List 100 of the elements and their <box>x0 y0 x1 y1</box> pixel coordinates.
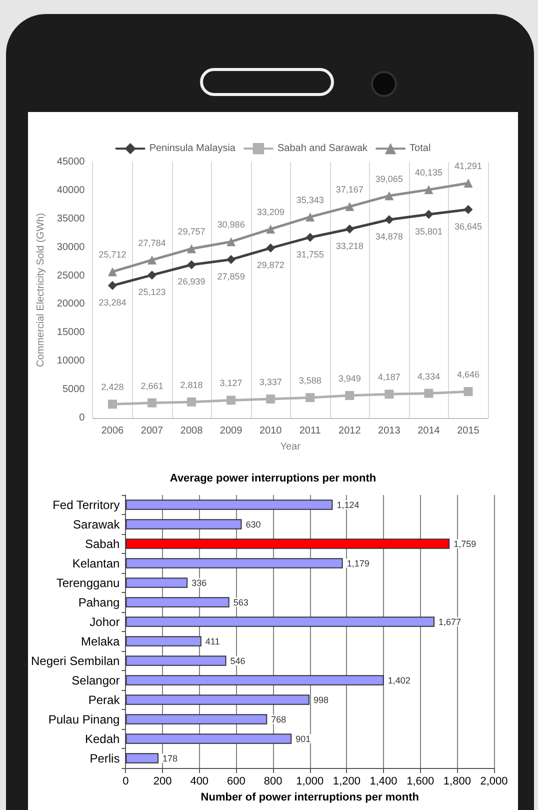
point <box>187 260 196 270</box>
point <box>108 281 117 290</box>
legend-label: Total <box>410 143 431 154</box>
data-label: 1,179 <box>346 558 370 568</box>
y-tick-label: Negeri Sembilan <box>30 654 120 668</box>
x-tick-label: 2007 <box>140 426 164 436</box>
y-tick-label: 25000 <box>56 270 86 282</box>
x-tick-label: 2012 <box>338 426 362 436</box>
y-tick-label: Sabah <box>85 536 120 551</box>
bar <box>126 675 384 686</box>
y-tick-label: 45000 <box>56 156 86 168</box>
point <box>226 396 236 405</box>
data-label: 39,065 <box>375 174 403 184</box>
data-label: 336 <box>192 578 207 588</box>
x-axis-title: Number of power interruptions per month <box>200 792 420 804</box>
data-label: 25,712 <box>98 250 126 260</box>
point <box>424 210 434 219</box>
y-tick-label: 10000 <box>56 356 86 367</box>
data-label: 1,402 <box>388 675 410 686</box>
y-tick-label: Melaka <box>81 634 120 648</box>
point <box>148 255 156 264</box>
x-tick-label: 2,000 <box>480 776 508 788</box>
data-label: 29,872 <box>256 260 284 270</box>
data-label: 30,986 <box>217 220 245 230</box>
point <box>424 388 434 398</box>
y-tick-label: Perlis <box>90 751 120 766</box>
point <box>464 205 473 214</box>
y-tick-label: 15000 <box>56 327 86 338</box>
data-label: 563 <box>233 597 248 608</box>
point <box>108 400 117 409</box>
data-label: 2,428 <box>101 382 124 392</box>
point <box>306 393 315 402</box>
point <box>148 398 156 408</box>
data-label: 31,755 <box>296 249 324 260</box>
data-label: 4,334 <box>417 371 440 382</box>
point <box>108 267 117 276</box>
data-label: 35,801 <box>414 226 442 236</box>
y-axis-title: Commercial Electricity Sold (GWh) <box>36 213 46 367</box>
bar <box>126 636 202 646</box>
data-label: 178 <box>162 753 178 764</box>
x-tick-label: 0 <box>122 776 129 788</box>
point <box>464 387 473 396</box>
point <box>345 391 354 400</box>
bar <box>126 694 310 705</box>
point <box>384 390 394 399</box>
data-label: 3,949 <box>338 374 361 384</box>
data-label: 37,167 <box>336 184 364 195</box>
data-label: 27,784 <box>138 238 166 248</box>
y-tick-label: Fed Territory <box>52 498 120 512</box>
y-tick-label: Kelantan <box>72 556 120 570</box>
point <box>266 244 276 253</box>
x-tick-label: 2015 <box>457 426 480 436</box>
data-label: 2,818 <box>180 380 203 390</box>
x-tick-label: 1,200 <box>332 776 360 788</box>
x-tick-label: 1,400 <box>370 776 398 788</box>
point <box>187 244 196 254</box>
bar <box>126 597 230 608</box>
data-label: 3,588 <box>298 376 322 386</box>
x-tick-label: 800 <box>264 776 282 788</box>
data-label: 1,124 <box>336 500 360 510</box>
data-label: 25,123 <box>138 287 166 298</box>
x-tick-label: 2011 <box>299 426 322 436</box>
data-label: 1,759 <box>454 538 476 549</box>
data-label: 998 <box>313 694 329 705</box>
bar <box>126 616 435 627</box>
point <box>226 237 236 246</box>
point <box>306 232 315 242</box>
x-tick-label: 400 <box>190 776 209 788</box>
bar <box>126 656 226 666</box>
bar <box>126 500 333 510</box>
data-label: 35,343 <box>296 194 324 205</box>
y-tick-label: Johor <box>90 614 120 629</box>
y-tick-label: 20000 <box>56 298 86 310</box>
data-label: 630 <box>246 519 261 530</box>
data-label: 3,127 <box>220 378 242 388</box>
y-tick-label: Selangor <box>72 673 120 688</box>
bar <box>126 538 450 549</box>
data-label: 411 <box>205 636 220 646</box>
y-tick-label: Kedah <box>85 732 120 746</box>
x-tick-label: 1,000 <box>296 776 324 788</box>
x-tick-label: 2006 <box>101 426 124 436</box>
point <box>384 215 394 224</box>
point <box>464 178 473 188</box>
x-tick-label: 1,800 <box>443 776 471 788</box>
point <box>187 397 196 406</box>
x-tick-label: 2008 <box>180 426 204 436</box>
bar <box>126 714 268 724</box>
data-label: 3,337 <box>259 377 282 388</box>
y-tick-label: Perak <box>88 692 121 707</box>
point <box>424 185 434 194</box>
point <box>226 255 236 264</box>
bar <box>126 734 292 744</box>
x-tick-label: 2014 <box>418 426 440 436</box>
y-tick-label: Pahang <box>78 595 120 610</box>
data-label: 36,645 <box>454 222 482 232</box>
bar <box>126 753 158 764</box>
chart-title: Average power interruptions per month <box>170 472 376 484</box>
data-label: 23,284 <box>98 298 126 308</box>
point <box>148 270 156 280</box>
y-tick-label: 5000 <box>62 384 86 396</box>
